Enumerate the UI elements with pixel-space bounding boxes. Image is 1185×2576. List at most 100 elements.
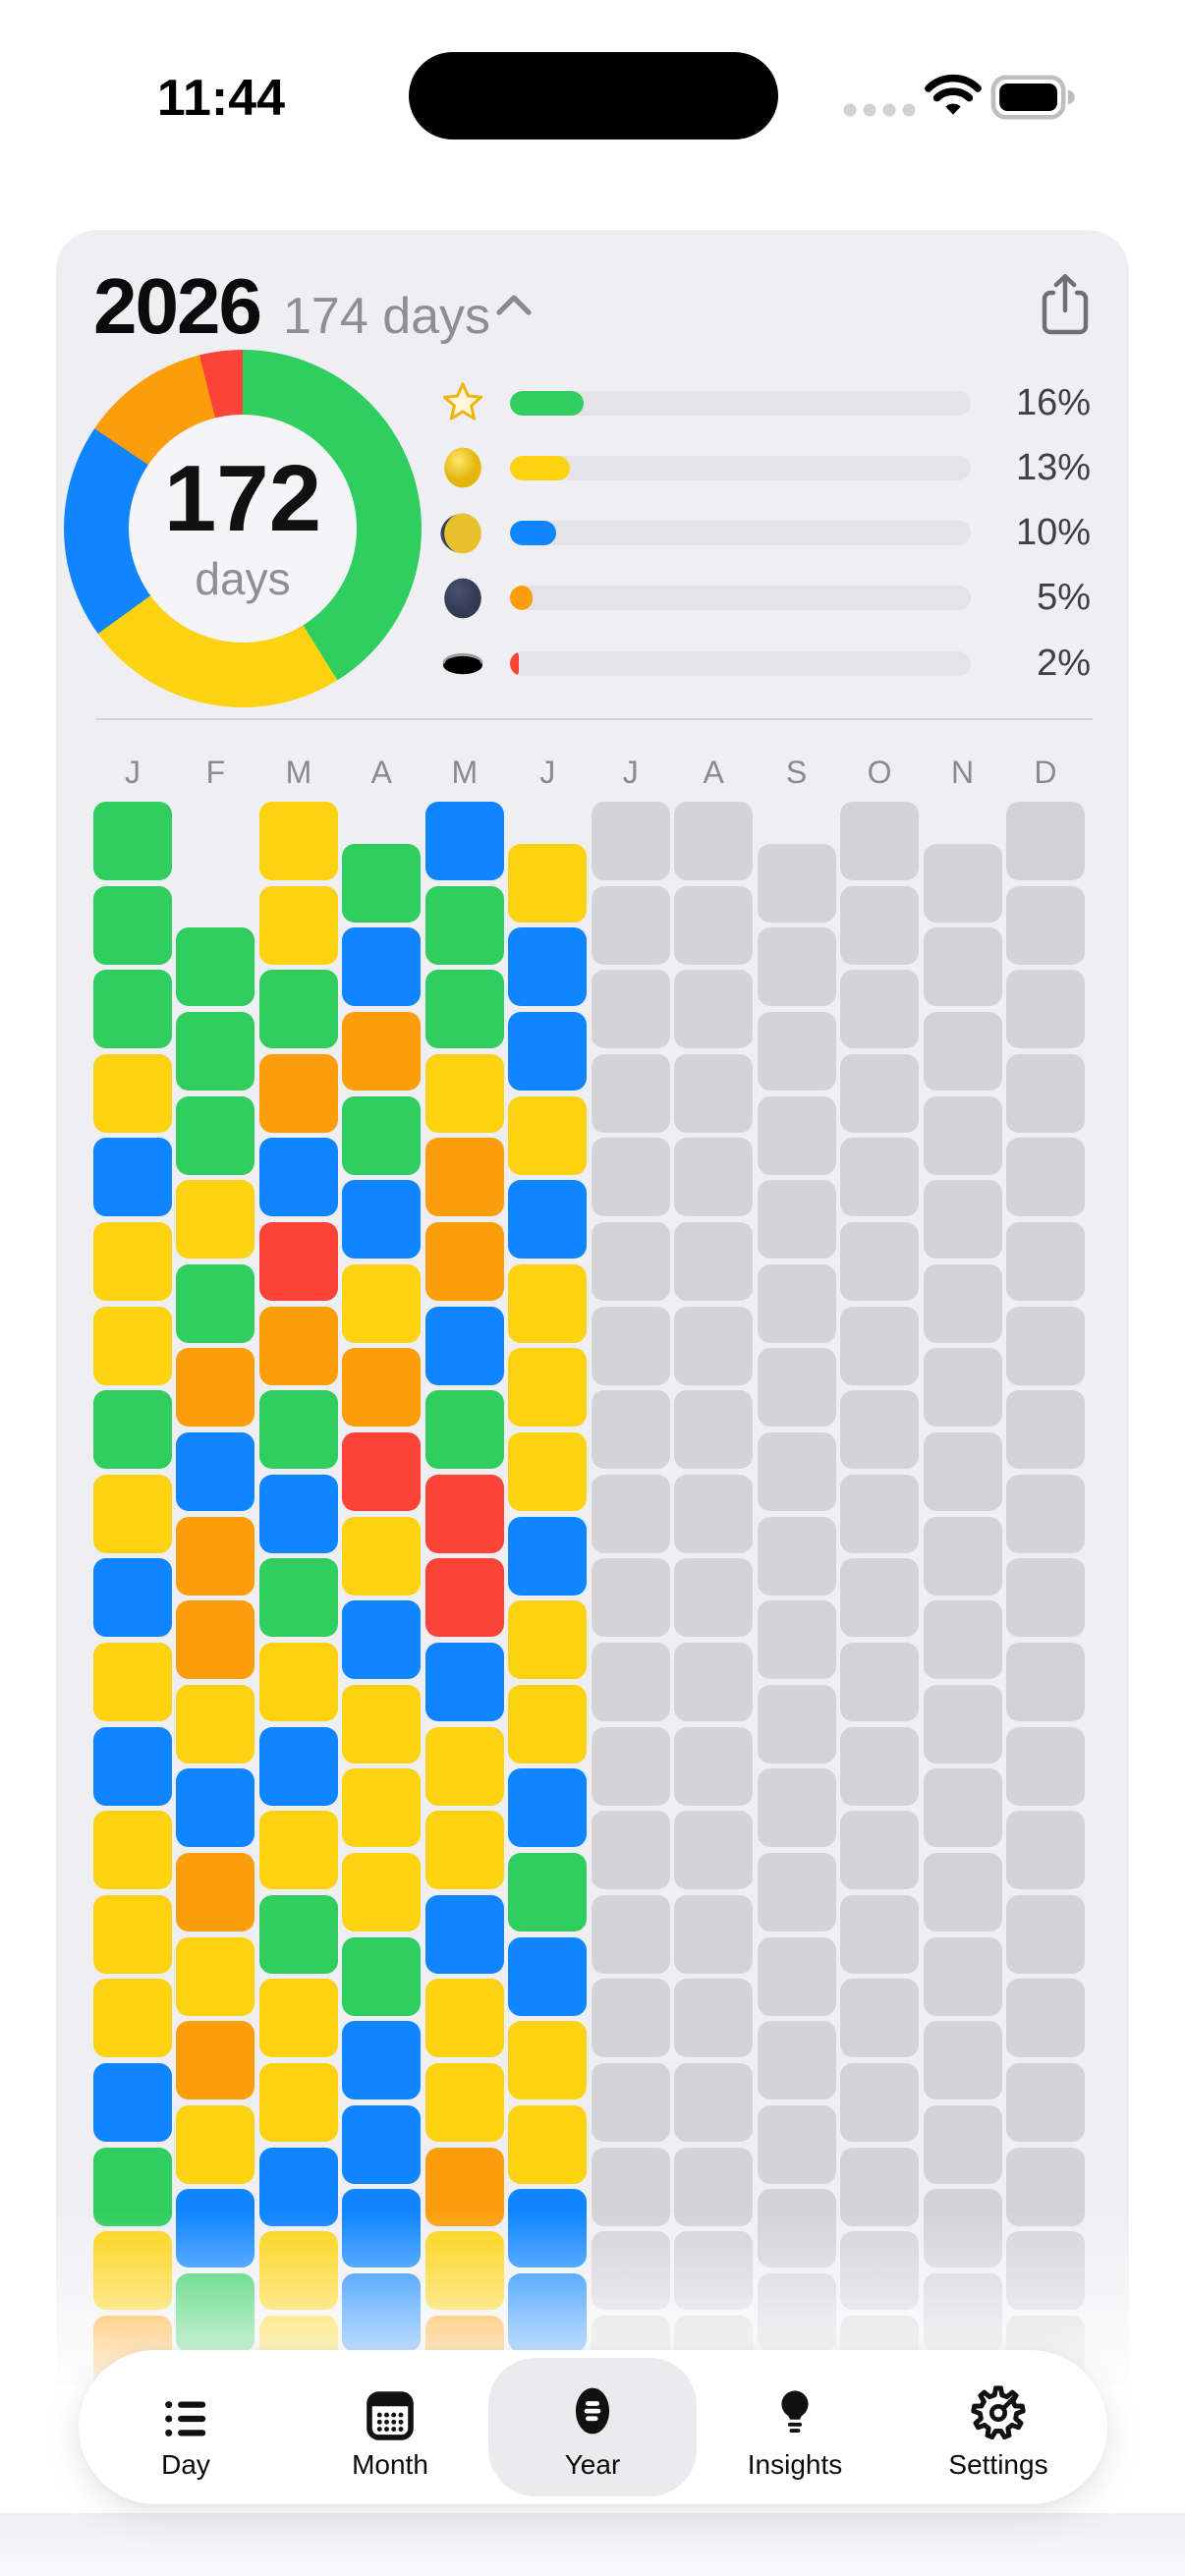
- grid-cell-jun-14[interactable]: [508, 1936, 588, 2016]
- grid-cell-may-4[interactable]: [424, 1053, 504, 1133]
- grid-cell-feb-9[interactable]: [176, 1600, 255, 1680]
- grid-cell-mar-8[interactable]: [258, 1390, 338, 1470]
- tab-month[interactable]: Month: [302, 2362, 479, 2493]
- grid-cell-jan-6[interactable]: [93, 1222, 172, 1301]
- grid-cell-jan-8[interactable]: [93, 1390, 172, 1470]
- grid-cell-jun-6[interactable]: [508, 1263, 588, 1343]
- grid-cell-feb-11[interactable]: [176, 1768, 255, 1848]
- grid-cell-jan-15[interactable]: [93, 1979, 172, 2058]
- grid-cell-jan-4[interactable]: [93, 1053, 172, 1133]
- grid-cell-jan-10[interactable]: [93, 1558, 172, 1638]
- grid-cell-feb-4[interactable]: [176, 1180, 255, 1260]
- grid-cell-mar-7[interactable]: [258, 1306, 338, 1385]
- grid-cell-apr-3[interactable]: [342, 1012, 422, 1091]
- grid-cell-jan-14[interactable]: [93, 1894, 172, 1974]
- grid-cell-mar-5[interactable]: [258, 1138, 338, 1217]
- grid-cell-feb-10[interactable]: [176, 1684, 255, 1764]
- grid-cell-apr-13[interactable]: [342, 1853, 422, 1932]
- grid-cell-jun-7[interactable]: [508, 1348, 588, 1428]
- grid-cell-mar-12[interactable]: [258, 1726, 338, 1806]
- grid-cell-jun-12[interactable]: [508, 1768, 588, 1848]
- tab-settings[interactable]: Settings: [910, 2362, 1087, 2493]
- grid-cell-jun-1[interactable]: [508, 843, 588, 923]
- grid-cell-feb-12[interactable]: [176, 1853, 255, 1932]
- grid-cell-feb-8[interactable]: [176, 1516, 255, 1596]
- grid-cell-jun-5[interactable]: [508, 1180, 588, 1260]
- grid-cell-mar-13[interactable]: [258, 1811, 338, 1890]
- grid-cell-may-13[interactable]: [424, 1811, 504, 1890]
- grid-cell-apr-8[interactable]: [342, 1432, 422, 1511]
- grid-cell-mar-4[interactable]: [258, 1053, 338, 1133]
- grid-cell-mar-15[interactable]: [258, 1979, 338, 2058]
- grid-cell-mar-10[interactable]: [258, 1558, 338, 1638]
- grid-cell-mar-1[interactable]: [258, 802, 338, 880]
- grid-cell-may-2[interactable]: [424, 885, 504, 965]
- grid-cell-jun-11[interactable]: [508, 1684, 588, 1764]
- grid-cell-jun-9[interactable]: [508, 1516, 588, 1596]
- grid-cell-jun-3[interactable]: [508, 1012, 588, 1091]
- grid-cell-jun-16[interactable]: [508, 2104, 588, 2184]
- grid-cell-feb-14[interactable]: [176, 2021, 255, 2100]
- grid-cell-may-1[interactable]: [424, 802, 504, 880]
- grid-cell-may-12[interactable]: [424, 1726, 504, 1806]
- grid-cell-feb-7[interactable]: [176, 1432, 255, 1511]
- grid-cell-may-16[interactable]: [424, 2063, 504, 2142]
- grid-cell-apr-4[interactable]: [342, 1095, 422, 1175]
- grid-cell-feb-5[interactable]: [176, 1263, 255, 1343]
- grid-cell-apr-5[interactable]: [342, 1180, 422, 1260]
- grid-cell-apr-9[interactable]: [342, 1516, 422, 1596]
- grid-cell-mar-11[interactable]: [258, 1643, 338, 1721]
- tab-day[interactable]: Day: [97, 2362, 274, 2493]
- grid-cell-apr-11[interactable]: [342, 1684, 422, 1764]
- grid-cell-jun-15[interactable]: [508, 2021, 588, 2100]
- grid-cell-mar-14[interactable]: [258, 1894, 338, 1974]
- grid-cell-jan-11[interactable]: [93, 1643, 172, 1721]
- grid-cell-jan-16[interactable]: [93, 2063, 172, 2142]
- grid-cell-jun-10[interactable]: [508, 1600, 588, 1680]
- grid-cell-may-5[interactable]: [424, 1138, 504, 1217]
- grid-cell-apr-12[interactable]: [342, 1768, 422, 1848]
- grid-cell-apr-15[interactable]: [342, 2021, 422, 2100]
- grid-cell-jun-13[interactable]: [508, 1853, 588, 1932]
- grid-cell-apr-1[interactable]: [342, 843, 422, 923]
- grid-cell-apr-6[interactable]: [342, 1263, 422, 1343]
- grid-cell-apr-14[interactable]: [342, 1936, 422, 2016]
- grid-cell-mar-2[interactable]: [258, 885, 338, 965]
- grid-cell-apr-2[interactable]: [342, 927, 422, 1007]
- grid-cell-may-10[interactable]: [424, 1558, 504, 1638]
- grid-cell-jun-8[interactable]: [508, 1432, 588, 1511]
- grid-cell-may-3[interactable]: [424, 970, 504, 1049]
- chevron-up-icon[interactable]: [494, 291, 534, 325]
- tab-year[interactable]: Year: [504, 2362, 681, 2493]
- grid-cell-may-8[interactable]: [424, 1390, 504, 1470]
- grid-cell-feb-15[interactable]: [176, 2104, 255, 2184]
- grid-cell-mar-6[interactable]: [258, 1222, 338, 1301]
- grid-cell-feb-1[interactable]: [176, 927, 255, 1007]
- grid-cell-may-14[interactable]: [424, 1894, 504, 1974]
- grid-cell-apr-7[interactable]: [342, 1348, 422, 1428]
- grid-cell-jun-2[interactable]: [508, 927, 588, 1007]
- share-icon[interactable]: [1040, 273, 1091, 343]
- grid-cell-may-7[interactable]: [424, 1306, 504, 1385]
- grid-cell-jan-2[interactable]: [93, 885, 172, 965]
- grid-cell-feb-3[interactable]: [176, 1095, 255, 1175]
- grid-cell-may-15[interactable]: [424, 1979, 504, 2058]
- grid-cell-mar-16[interactable]: [258, 2063, 338, 2142]
- grid-cell-apr-16[interactable]: [342, 2104, 422, 2184]
- grid-cell-feb-13[interactable]: [176, 1936, 255, 2016]
- grid-cell-jan-5[interactable]: [93, 1138, 172, 1217]
- grid-cell-jan-13[interactable]: [93, 1811, 172, 1890]
- grid-cell-jan-7[interactable]: [93, 1306, 172, 1385]
- grid-cell-mar-9[interactable]: [258, 1474, 338, 1553]
- grid-cell-jun-4[interactable]: [508, 1095, 588, 1175]
- grid-cell-apr-10[interactable]: [342, 1600, 422, 1680]
- grid-cell-feb-6[interactable]: [176, 1348, 255, 1428]
- grid-cell-jan-1[interactable]: [93, 802, 172, 880]
- grid-cell-may-11[interactable]: [424, 1643, 504, 1721]
- grid-cell-may-6[interactable]: [424, 1222, 504, 1301]
- grid-cell-feb-2[interactable]: [176, 1012, 255, 1091]
- tab-insights[interactable]: Insights: [706, 2362, 883, 2493]
- grid-cell-may-9[interactable]: [424, 1474, 504, 1553]
- grid-cell-jan-12[interactable]: [93, 1726, 172, 1806]
- grid-cell-mar-3[interactable]: [258, 970, 338, 1049]
